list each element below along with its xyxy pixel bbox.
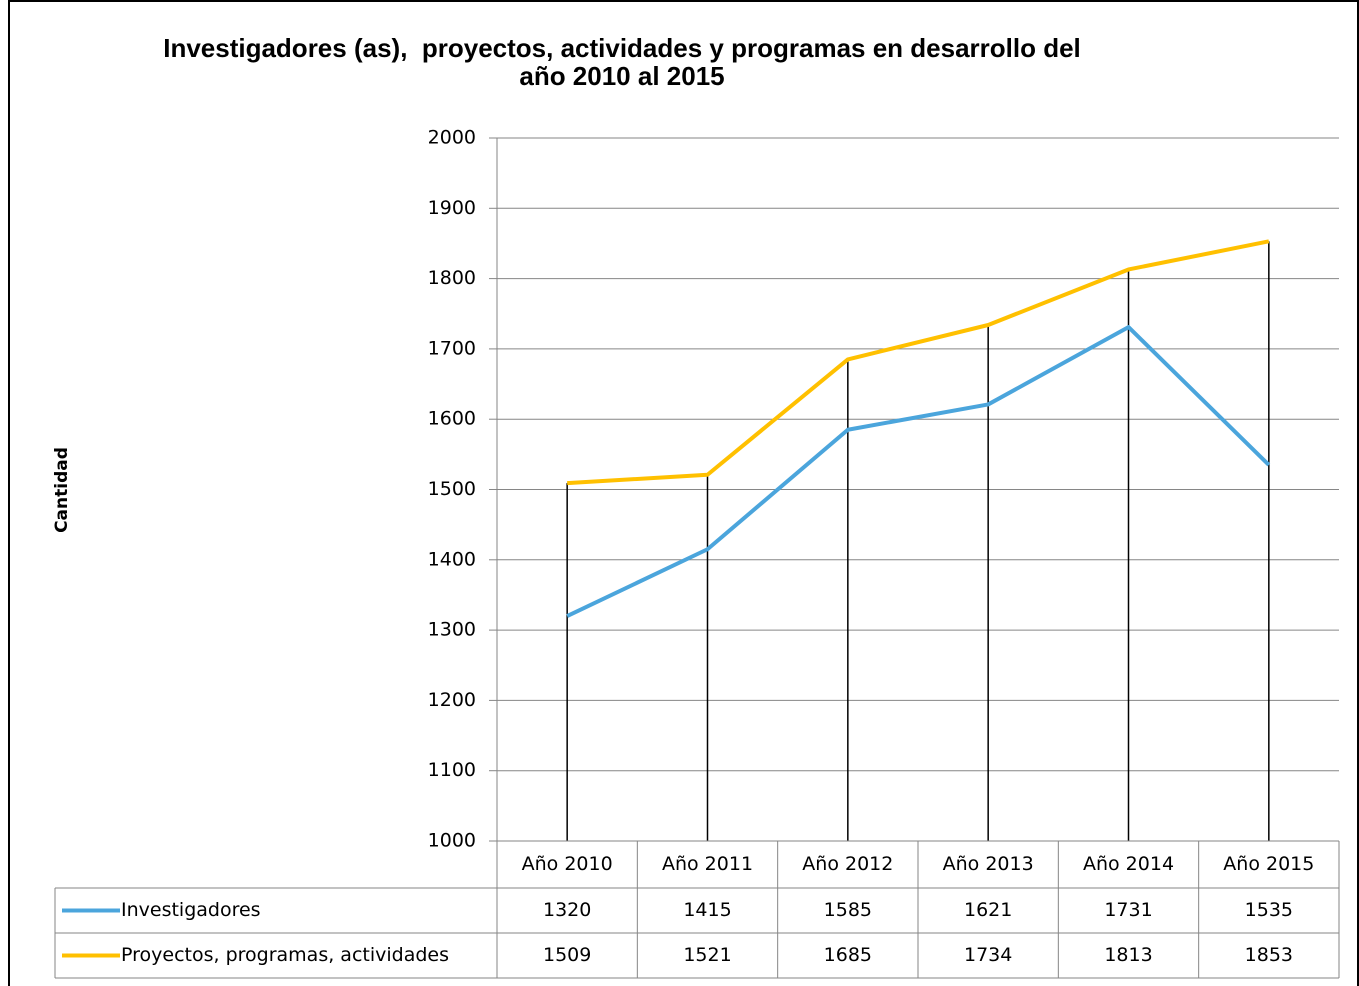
table-value: 1813 — [1104, 944, 1152, 966]
y-tick-label: 1000 — [428, 830, 476, 852]
y-tick-label: 1500 — [428, 478, 476, 500]
x-tick-label: Año 2010 — [522, 853, 613, 875]
table-value: 1585 — [824, 899, 872, 921]
table-value: 1509 — [543, 944, 591, 966]
frame — [8, 0, 1359, 986]
y-axis-label: Cantidad — [52, 447, 72, 533]
table-value: 1685 — [824, 944, 872, 966]
table-value: 1731 — [1104, 899, 1152, 921]
series-line — [567, 239, 1270, 486]
series-line — [566, 325, 1271, 618]
y-tick-label: 1800 — [428, 267, 476, 289]
chart-title: Investigadores (as), proyectos, activida… — [163, 33, 1089, 91]
table-value: 1853 — [1245, 944, 1293, 966]
y-tick-label: 1600 — [428, 408, 476, 430]
y-tick-label: 1200 — [428, 689, 476, 711]
y-tick-label: 2000 — [428, 127, 476, 149]
table-value: 1415 — [683, 899, 731, 921]
y-tick-label: 1100 — [428, 759, 476, 781]
table-value: 1320 — [543, 899, 591, 921]
x-tick-label: Año 2013 — [943, 853, 1034, 875]
table-value: 1535 — [1245, 899, 1293, 921]
table-value: 1621 — [964, 899, 1012, 921]
y-tick-label: 1400 — [428, 548, 476, 570]
y-tick-label: 1900 — [428, 197, 476, 219]
x-tick-label: Año 2015 — [1223, 853, 1314, 875]
y-tick-label: 1700 — [428, 337, 476, 359]
table-value: 1734 — [964, 944, 1012, 966]
legend-label: Investigadores — [121, 899, 261, 921]
y-tick-label: 1300 — [428, 619, 476, 641]
legend-label: Proyectos, programas, actividades — [121, 944, 449, 966]
x-tick-label: Año 2011 — [662, 853, 753, 875]
table-value: 1521 — [683, 944, 731, 966]
x-tick-label: Año 2014 — [1083, 853, 1174, 875]
x-tick-label: Año 2012 — [802, 853, 893, 875]
